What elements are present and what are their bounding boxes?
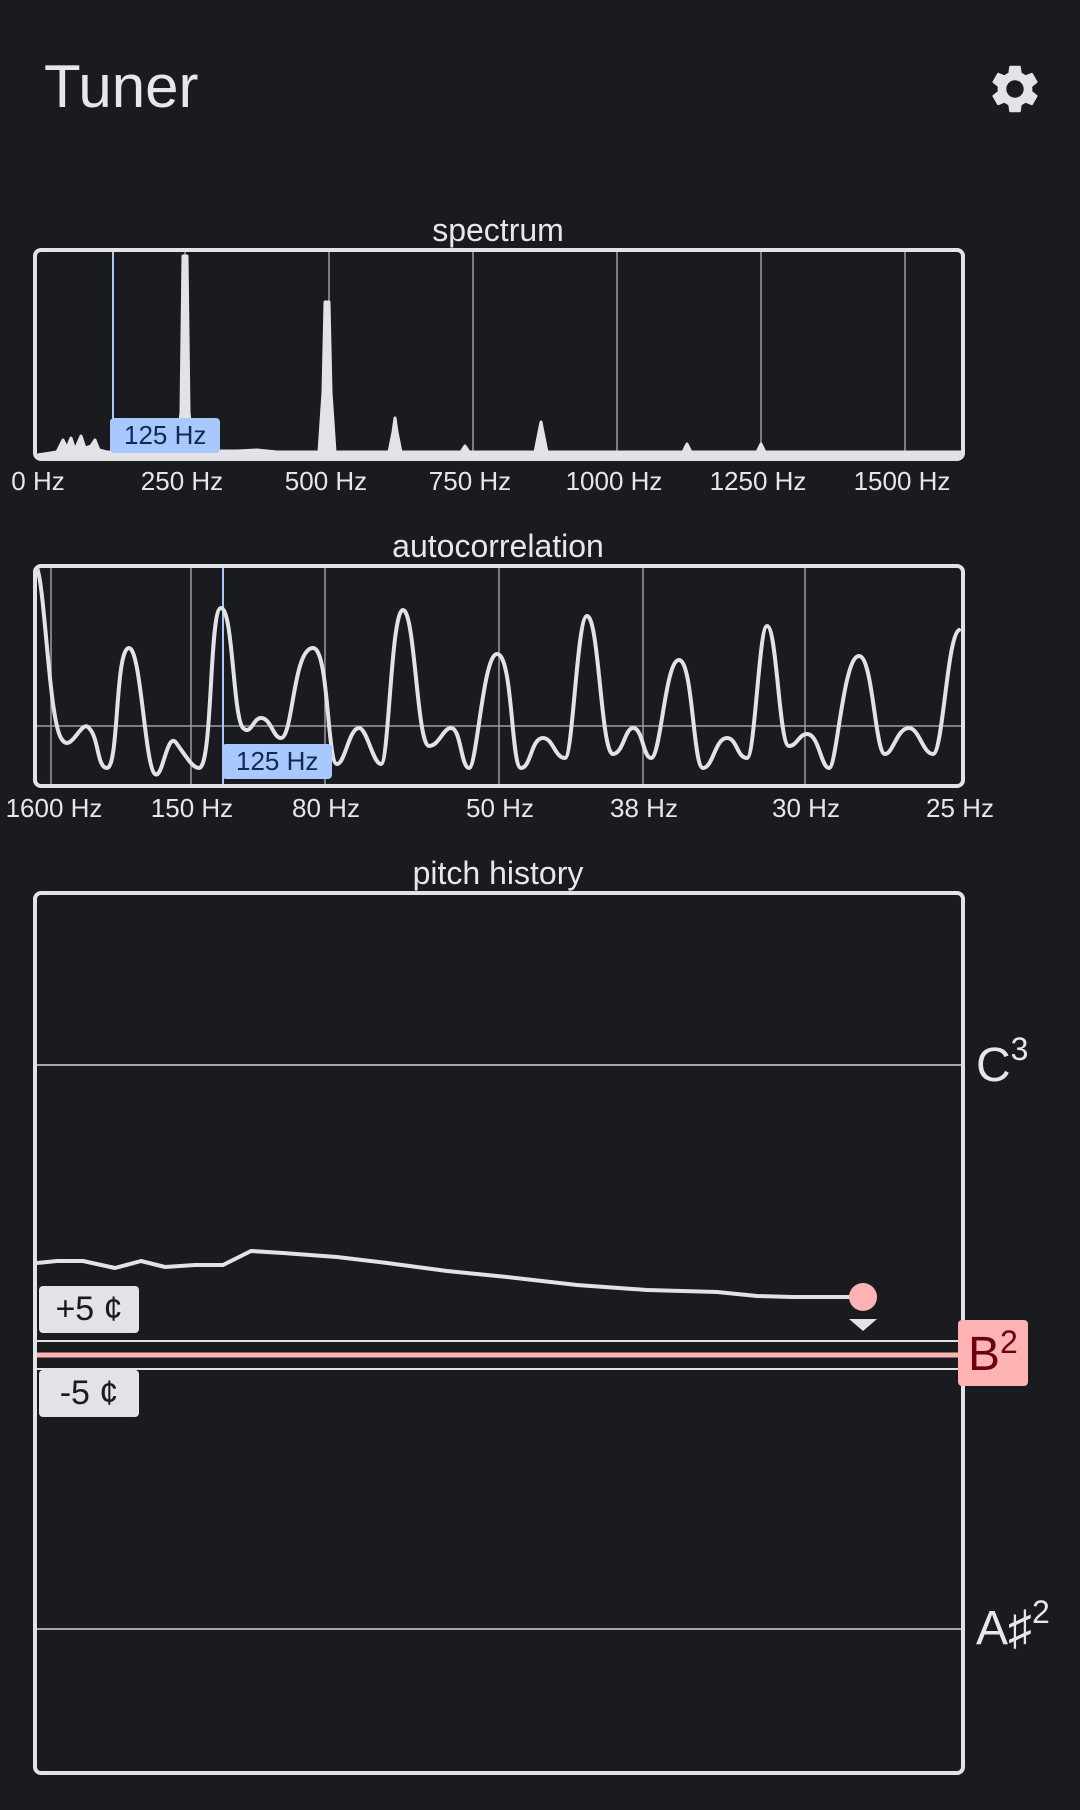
gear-icon [992,65,1038,113]
settings-button[interactable] [978,52,1052,126]
spectrum-tick: 1250 Hz [709,466,807,496]
autocorrelation-peak-badge: 125 Hz [222,744,333,779]
app-title: Tuner [44,53,199,120]
pitch-history-plot[interactable] [33,891,965,1775]
spectrum-tick: 750 Hz [428,466,512,496]
minus-cents-badge: -5 ¢ [39,1370,139,1417]
autocorrelation-title: autocorrelation [392,528,604,564]
autocorrelation-plot[interactable] [33,564,965,788]
autocorrelation-tick: 150 Hz [150,793,234,823]
autocorrelation-tick: 30 Hz [772,793,840,823]
spectrum-tick: 1500 Hz [853,466,951,496]
spectrum-title: spectrum [432,212,564,248]
spectrum-tick: 500 Hz [284,466,368,496]
autocorrelation-tick: 25 Hz [926,793,994,823]
spectrum-peak-badge: 125 Hz [110,418,221,453]
spectrum-plot[interactable] [33,248,965,461]
autocorrelation-tick: 38 Hz [610,793,678,823]
note-label-upper: C3 [976,1031,1029,1092]
autocorrelation-tick: 80 Hz [292,793,360,823]
target-note-badge: B2 [958,1320,1028,1386]
spectrum-tick: 250 Hz [140,466,224,496]
autocorrelation-tick: 50 Hz [466,793,534,823]
plus-cents-badge: +5 ¢ [39,1286,139,1333]
spectrum-tick: 0 Hz [11,466,65,496]
autocorrelation-tick: 1600 Hz [5,793,103,823]
pitch-history-title: pitch history [412,855,584,891]
spectrum-tick: 1000 Hz [565,466,663,496]
note-label-lower: A♯2 [976,1594,1050,1655]
